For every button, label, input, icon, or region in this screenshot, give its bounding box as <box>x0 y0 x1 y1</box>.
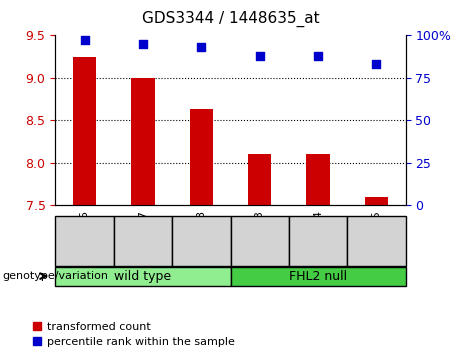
FancyBboxPatch shape <box>230 216 289 266</box>
Text: genotype/variation: genotype/variation <box>3 271 109 281</box>
Bar <box>73 57 96 205</box>
FancyBboxPatch shape <box>55 267 230 286</box>
FancyBboxPatch shape <box>172 216 230 266</box>
Text: GDS3344 / 1448635_at: GDS3344 / 1448635_at <box>142 11 319 27</box>
FancyBboxPatch shape <box>347 216 406 266</box>
Point <box>81 38 88 43</box>
FancyBboxPatch shape <box>114 216 172 266</box>
Point <box>198 45 205 50</box>
Point <box>314 53 322 59</box>
FancyBboxPatch shape <box>230 267 406 286</box>
Point <box>139 41 147 47</box>
Bar <box>248 154 272 205</box>
FancyBboxPatch shape <box>289 216 347 266</box>
Bar <box>131 78 154 205</box>
Bar <box>189 109 213 205</box>
Bar <box>307 154 330 205</box>
Point <box>373 62 380 67</box>
Point <box>256 53 263 59</box>
Bar <box>365 197 388 205</box>
FancyBboxPatch shape <box>55 216 114 266</box>
Legend: transformed count, percentile rank within the sample: transformed count, percentile rank withi… <box>29 317 240 352</box>
Text: FHL2 null: FHL2 null <box>289 270 347 282</box>
Text: wild type: wild type <box>114 270 171 282</box>
